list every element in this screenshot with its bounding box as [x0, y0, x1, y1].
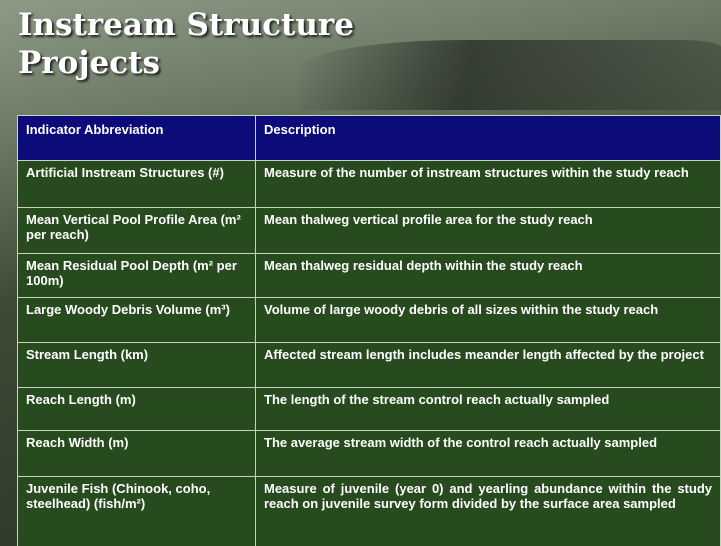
table-cell: Mean Residual Pool Depth (m² per 100m) — [18, 254, 256, 298]
table-cell: Juvenile Fish (Chinook, coho, steelhead)… — [18, 477, 256, 546]
table-cell: Artificial Instream Structures (#) — [18, 161, 256, 208]
table-cell: Mean thalweg vertical profile area for t… — [256, 208, 721, 254]
table-cell: Measure of juvenile (year 0) and yearlin… — [256, 477, 721, 546]
table-cell: Large Woody Debris Volume (m³) — [18, 298, 256, 343]
header-cell: Description — [256, 116, 721, 161]
table-row: Large Woody Debris Volume (m³)Volume of … — [18, 298, 721, 343]
slide: Instream Structure Projects Indicator Ab… — [0, 0, 721, 546]
table-row: Juvenile Fish (Chinook, coho, steelhead)… — [18, 477, 721, 546]
table-cell: Mean Vertical Pool Profile Area (m² per … — [18, 208, 256, 254]
table-cell: Reach Width (m) — [18, 431, 256, 477]
table-row: Mean Residual Pool Depth (m² per 100m)Me… — [18, 254, 721, 298]
table-row: Stream Length (km)Affected stream length… — [18, 343, 721, 388]
slide-title: Instream Structure Projects — [18, 6, 403, 82]
table-cell: Reach Length (m) — [18, 388, 256, 431]
table-cell: Mean thalweg residual depth within the s… — [256, 254, 721, 298]
table-row: Reach Length (m)The length of the stream… — [18, 388, 721, 431]
table-cell: Affected stream length includes meander … — [256, 343, 721, 388]
header-cell: Indicator Abbreviation — [18, 116, 256, 161]
table-cell: Volume of large woody debris of all size… — [256, 298, 721, 343]
table-cell: Measure of the number of instream struct… — [256, 161, 721, 208]
table-cell: The average stream width of the control … — [256, 431, 721, 477]
table-row: Mean Vertical Pool Profile Area (m² per … — [18, 208, 721, 254]
table-cell: Stream Length (km) — [18, 343, 256, 388]
table-row: Artificial Instream Structures (#)Measur… — [18, 161, 721, 208]
table-cell: The length of the stream control reach a… — [256, 388, 721, 431]
table-row: Reach Width (m)The average stream width … — [18, 431, 721, 477]
